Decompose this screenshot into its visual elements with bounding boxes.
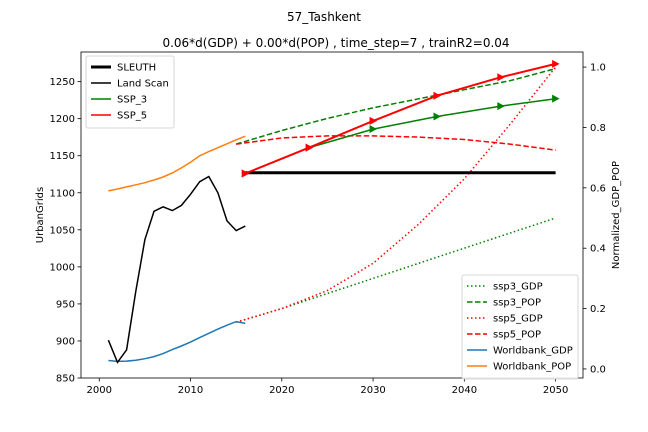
series-line-land-scan <box>107 175 246 364</box>
y-right-tick-label: 1.0 <box>590 63 606 74</box>
point-ssp-3 <box>369 125 378 134</box>
y-right-tick-label: 0.8 <box>590 123 606 134</box>
y-tick-label: 950 <box>56 299 75 310</box>
chart-suptitle: 57_Tashkent <box>287 10 361 24</box>
y-right-tick-label: 0.4 <box>590 244 606 255</box>
point-ssp-3 <box>497 102 505 111</box>
y-tick-label: 1250 <box>50 77 75 88</box>
point-ssp-5 <box>241 169 250 178</box>
y-right-tick-label: 0.6 <box>590 183 606 194</box>
y-axis-right: 0.0 0.2 0.4 0.6 0.8 1.0 <box>583 63 606 375</box>
legend-label-ssp-5: SSP_5 <box>117 111 147 122</box>
y-axis-label: UrbanGrids <box>35 187 46 243</box>
y-tick-label: 900 <box>56 336 75 347</box>
y-tick-label: 850 <box>56 374 75 385</box>
y-tick-label: 1150 <box>50 151 75 162</box>
legend-label-ssp3-gdp: ssp3_GDP <box>493 282 543 293</box>
chart-title: 0.06*d(GDP) + 0.00*d(POP) , time_step=7 … <box>162 36 509 50</box>
x-tick-label: 2030 <box>360 385 385 396</box>
legend-label-ssp3-pop: ssp3_POP <box>493 298 541 309</box>
x-tick-label: 2010 <box>178 385 203 396</box>
plot-frame <box>80 51 584 379</box>
legend-label-ssp-3: SSP_3 <box>117 95 147 106</box>
series-line-ssp5-gdp <box>235 66 557 323</box>
y-right-tick-label: 0.2 <box>590 304 606 315</box>
point-ssp-5 <box>552 59 560 68</box>
point-ssp-5 <box>369 116 378 125</box>
legend-label-sleuth: SLEUTH <box>117 63 156 74</box>
series-line-ssp5-pop <box>236 135 556 151</box>
series-line-worldbank-pop <box>108 135 246 192</box>
y-tick-label: 1050 <box>50 225 75 236</box>
x-tick-label: 2000 <box>87 385 112 396</box>
point-ssp-5 <box>433 91 441 100</box>
point-ssp-5 <box>305 143 314 152</box>
legend-label-worldbank-gdp: Worldbank_GDP <box>493 346 573 357</box>
legend-box <box>85 55 175 129</box>
y-tick-label: 1200 <box>50 114 75 125</box>
y-axis-left: 850 900 950 1000 1050 1100 1150 1200 1250 <box>50 77 81 385</box>
legend-label-worldbank-pop: Worldbank_POP <box>493 362 571 373</box>
legend-label-ssp5-pop: ssp5_POP <box>493 330 541 341</box>
plot-area <box>80 51 584 379</box>
legend-box <box>461 274 579 380</box>
x-tick-label: 2050 <box>543 385 568 396</box>
series-line-ssp-5 <box>244 62 556 175</box>
legend-label-land-scan: Land Scan <box>117 79 169 90</box>
point-ssp-3 <box>552 94 560 103</box>
x-tick-label: 2020 <box>269 385 294 396</box>
series-line-ssp3-pop <box>235 67 556 145</box>
point-ssp-3 <box>433 112 441 121</box>
y-tick-label: 1100 <box>50 188 75 199</box>
y-tick-label: 1000 <box>50 262 75 273</box>
series-line-worldbank-gdp <box>108 320 246 363</box>
y-axis-label-right: Normalized_GDP_POP <box>611 161 622 269</box>
legend-left: SLEUTH Land Scan SSP_3 SSP_5 <box>85 55 175 129</box>
legend-right: ssp3_GDP ssp3_POP ssp5_GDP ssp5_POP Worldban… <box>461 274 579 380</box>
y-right-tick-label: 0.0 <box>590 364 606 375</box>
x-tick-label: 2040 <box>452 385 477 396</box>
x-axis: 2000 2010 2020 2030 2040 2050 <box>87 378 568 396</box>
point-ssp-5 <box>497 73 505 82</box>
legend-label-ssp5-gdp: ssp5_GDP <box>493 314 543 325</box>
